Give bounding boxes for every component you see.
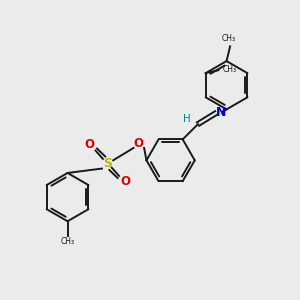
Text: O: O [134,137,144,150]
Text: O: O [85,138,94,151]
Text: O: O [120,175,130,188]
Text: H: H [183,114,191,124]
Text: CH₃: CH₃ [222,34,236,43]
Text: S: S [103,157,112,170]
Text: CH₃: CH₃ [61,237,75,246]
Text: N: N [215,106,226,119]
Text: CH₃: CH₃ [222,65,236,74]
